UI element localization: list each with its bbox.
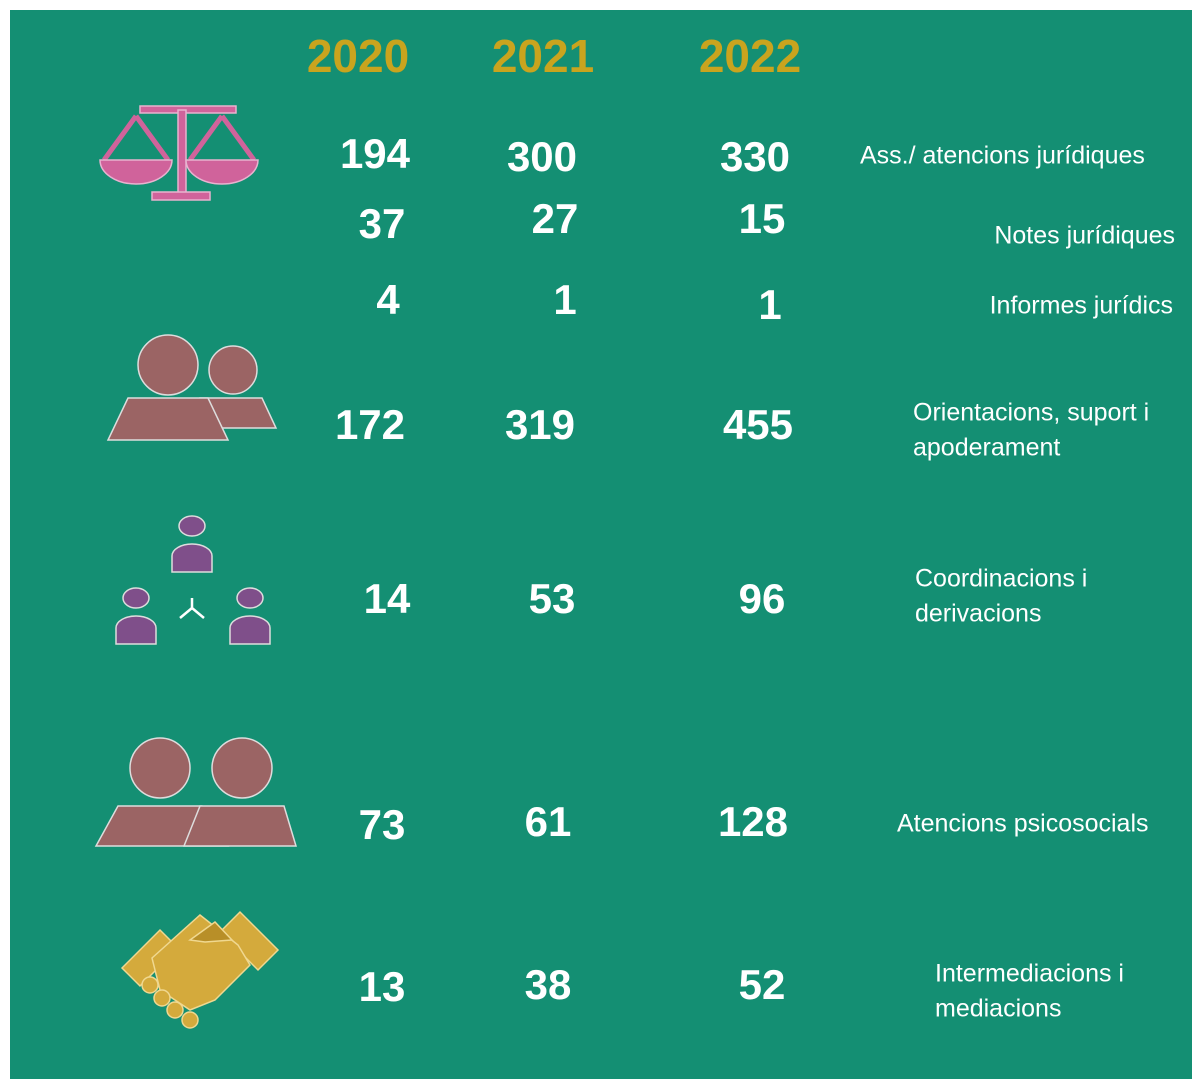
table-content: 2020 2021 2022 194 300 330 Ass./ atencions jur… (307, 30, 1175, 1022)
people-large-icon (94, 737, 298, 847)
year-header: 2022 (699, 30, 801, 82)
row-label: Ass./ atencions jurídiques (860, 142, 1145, 170)
value: 15 (739, 195, 786, 242)
background (10, 10, 1192, 1079)
value: 14 (364, 575, 411, 622)
value: 53 (529, 575, 576, 622)
value: 96 (739, 575, 786, 622)
row-label: Notes jurídiques (994, 222, 1175, 250)
value: 455 (723, 401, 793, 448)
value: 172 (335, 401, 405, 448)
row-label: derivacions (915, 600, 1041, 628)
value: 194 (340, 130, 411, 177)
row-label: Atencions psicosocials (897, 810, 1149, 838)
people-icon (106, 334, 278, 441)
value: 27 (532, 195, 579, 242)
handshake-icon (120, 910, 280, 1029)
value: 319 (505, 401, 575, 448)
value: 1 (758, 281, 781, 328)
value: 330 (720, 133, 790, 180)
row-label: Intermediacions i (935, 960, 1124, 988)
year-header: 2020 (307, 30, 409, 82)
value: 61 (525, 798, 572, 845)
value: 128 (718, 798, 788, 845)
value: 300 (507, 133, 577, 180)
row-label: apoderament (913, 434, 1060, 462)
value: 1 (553, 276, 576, 323)
row-label: Orientacions, suport i (913, 399, 1149, 427)
value: 4 (376, 276, 400, 323)
row-label: mediacions (935, 995, 1061, 1023)
value: 13 (359, 963, 406, 1010)
value: 38 (525, 961, 572, 1008)
row-label: Informes jurídics (990, 292, 1173, 320)
value: 52 (739, 961, 786, 1008)
year-header: 2021 (492, 30, 594, 82)
scale-icon (99, 105, 259, 201)
value: 73 (359, 801, 406, 848)
network-icon (115, 515, 271, 645)
row-label: Coordinacions i (915, 565, 1087, 593)
value: 37 (359, 200, 406, 247)
